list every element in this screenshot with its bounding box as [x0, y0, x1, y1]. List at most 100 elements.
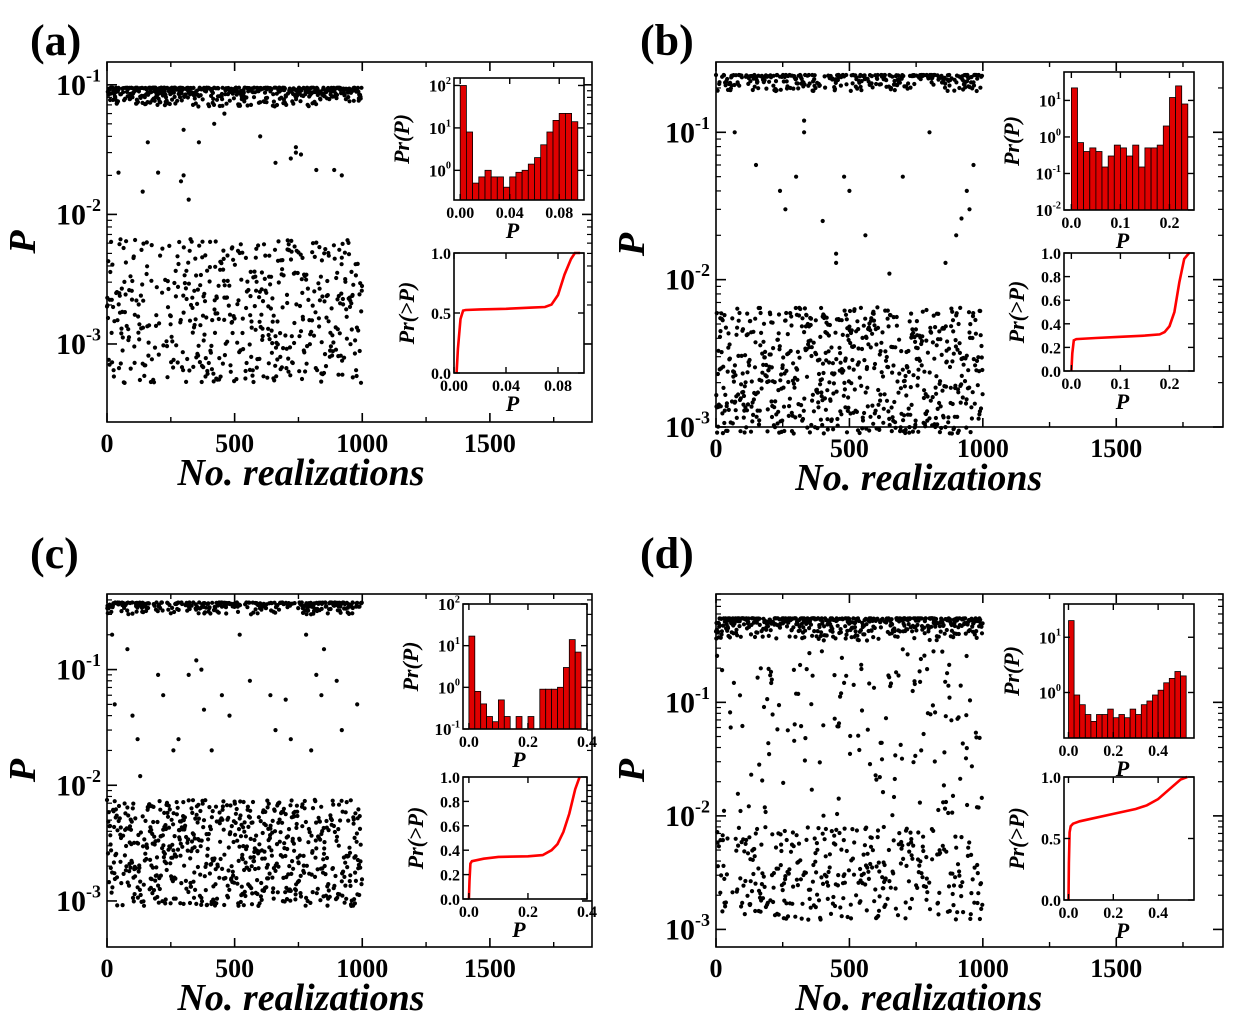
data-point	[108, 823, 113, 829]
data-point	[272, 378, 277, 383]
data-point	[183, 286, 188, 291]
data-point	[770, 832, 775, 837]
data-point	[249, 902, 255, 907]
data-point	[327, 97, 332, 102]
data-point	[331, 802, 336, 807]
data-point	[238, 813, 243, 818]
data-point	[942, 631, 947, 636]
data-point	[821, 431, 826, 436]
data-point	[168, 314, 173, 319]
data-point	[971, 80, 976, 85]
hist-bar	[1138, 166, 1146, 211]
data-point	[796, 313, 802, 318]
data-point	[158, 873, 163, 878]
data-point	[202, 299, 208, 304]
data-point	[758, 343, 763, 348]
data-point	[140, 844, 146, 849]
data-point	[115, 828, 120, 833]
data-point	[908, 616, 913, 621]
data-point	[716, 844, 722, 849]
data-point	[946, 683, 951, 688]
data-point	[330, 798, 335, 803]
data-point	[132, 892, 137, 897]
data-point	[292, 848, 297, 853]
data-point	[141, 903, 147, 908]
data-point	[267, 845, 272, 850]
data-point	[217, 810, 222, 815]
cdf-x-tick-label: 0.00	[440, 378, 468, 395]
data-point	[899, 846, 904, 851]
data-point	[297, 334, 302, 339]
data-point	[769, 399, 774, 404]
data-point	[130, 278, 135, 284]
data-point	[182, 281, 187, 286]
data-point	[906, 81, 911, 86]
data-point	[799, 724, 804, 729]
data-point	[310, 849, 315, 854]
data-point	[321, 647, 327, 652]
data-point	[880, 330, 885, 335]
data-point	[817, 83, 822, 88]
data-point	[737, 693, 743, 698]
data-point	[335, 270, 340, 275]
data-point	[261, 242, 267, 247]
data-point	[149, 877, 154, 882]
data-point	[228, 363, 233, 368]
data-point	[188, 884, 194, 889]
data-point	[796, 841, 802, 846]
data-point	[828, 398, 833, 403]
data-point	[747, 835, 752, 840]
data-point	[951, 903, 956, 908]
data-point	[804, 837, 809, 843]
data-point	[119, 286, 124, 291]
data-point	[759, 386, 764, 391]
data-point	[753, 340, 758, 345]
data-point	[832, 673, 837, 678]
data-point	[869, 81, 874, 86]
data-point	[817, 624, 822, 630]
data-point	[108, 865, 113, 871]
data-point	[730, 890, 735, 895]
data-point	[897, 337, 902, 342]
data-point	[819, 377, 825, 382]
data-point	[910, 327, 915, 332]
data-point	[117, 816, 122, 821]
data-point	[971, 162, 976, 168]
data-point	[178, 853, 183, 858]
data-point	[953, 338, 958, 343]
data-point	[270, 875, 275, 880]
data-point	[209, 815, 214, 820]
data-point	[790, 830, 796, 835]
data-point	[859, 88, 864, 93]
data-point	[856, 360, 861, 365]
data-point	[959, 382, 964, 387]
data-point	[852, 387, 857, 392]
hist-bar	[1089, 147, 1097, 211]
data-point	[922, 625, 927, 630]
data-point	[757, 408, 762, 413]
data-point	[160, 290, 165, 295]
data-point	[314, 891, 319, 896]
data-point	[897, 371, 902, 376]
hist-bar	[1095, 151, 1103, 211]
data-point	[136, 302, 141, 307]
data-point	[143, 363, 148, 368]
hist-x-tick-label: 0.00	[446, 205, 474, 222]
data-point	[821, 638, 826, 643]
data-point	[154, 855, 160, 860]
data-point	[228, 803, 233, 808]
data-point	[352, 835, 357, 841]
data-point	[166, 803, 171, 808]
data-point	[354, 368, 359, 373]
data-point	[256, 243, 261, 248]
data-point	[856, 638, 861, 643]
data-point	[838, 630, 844, 635]
data-point	[357, 814, 362, 819]
data-point	[124, 843, 129, 849]
data-point	[205, 268, 210, 273]
data-point	[795, 883, 801, 888]
data-point	[948, 385, 953, 390]
data-point	[872, 625, 877, 631]
data-point	[940, 649, 945, 654]
cdf-x-tick-label: 0.0	[1061, 376, 1081, 393]
